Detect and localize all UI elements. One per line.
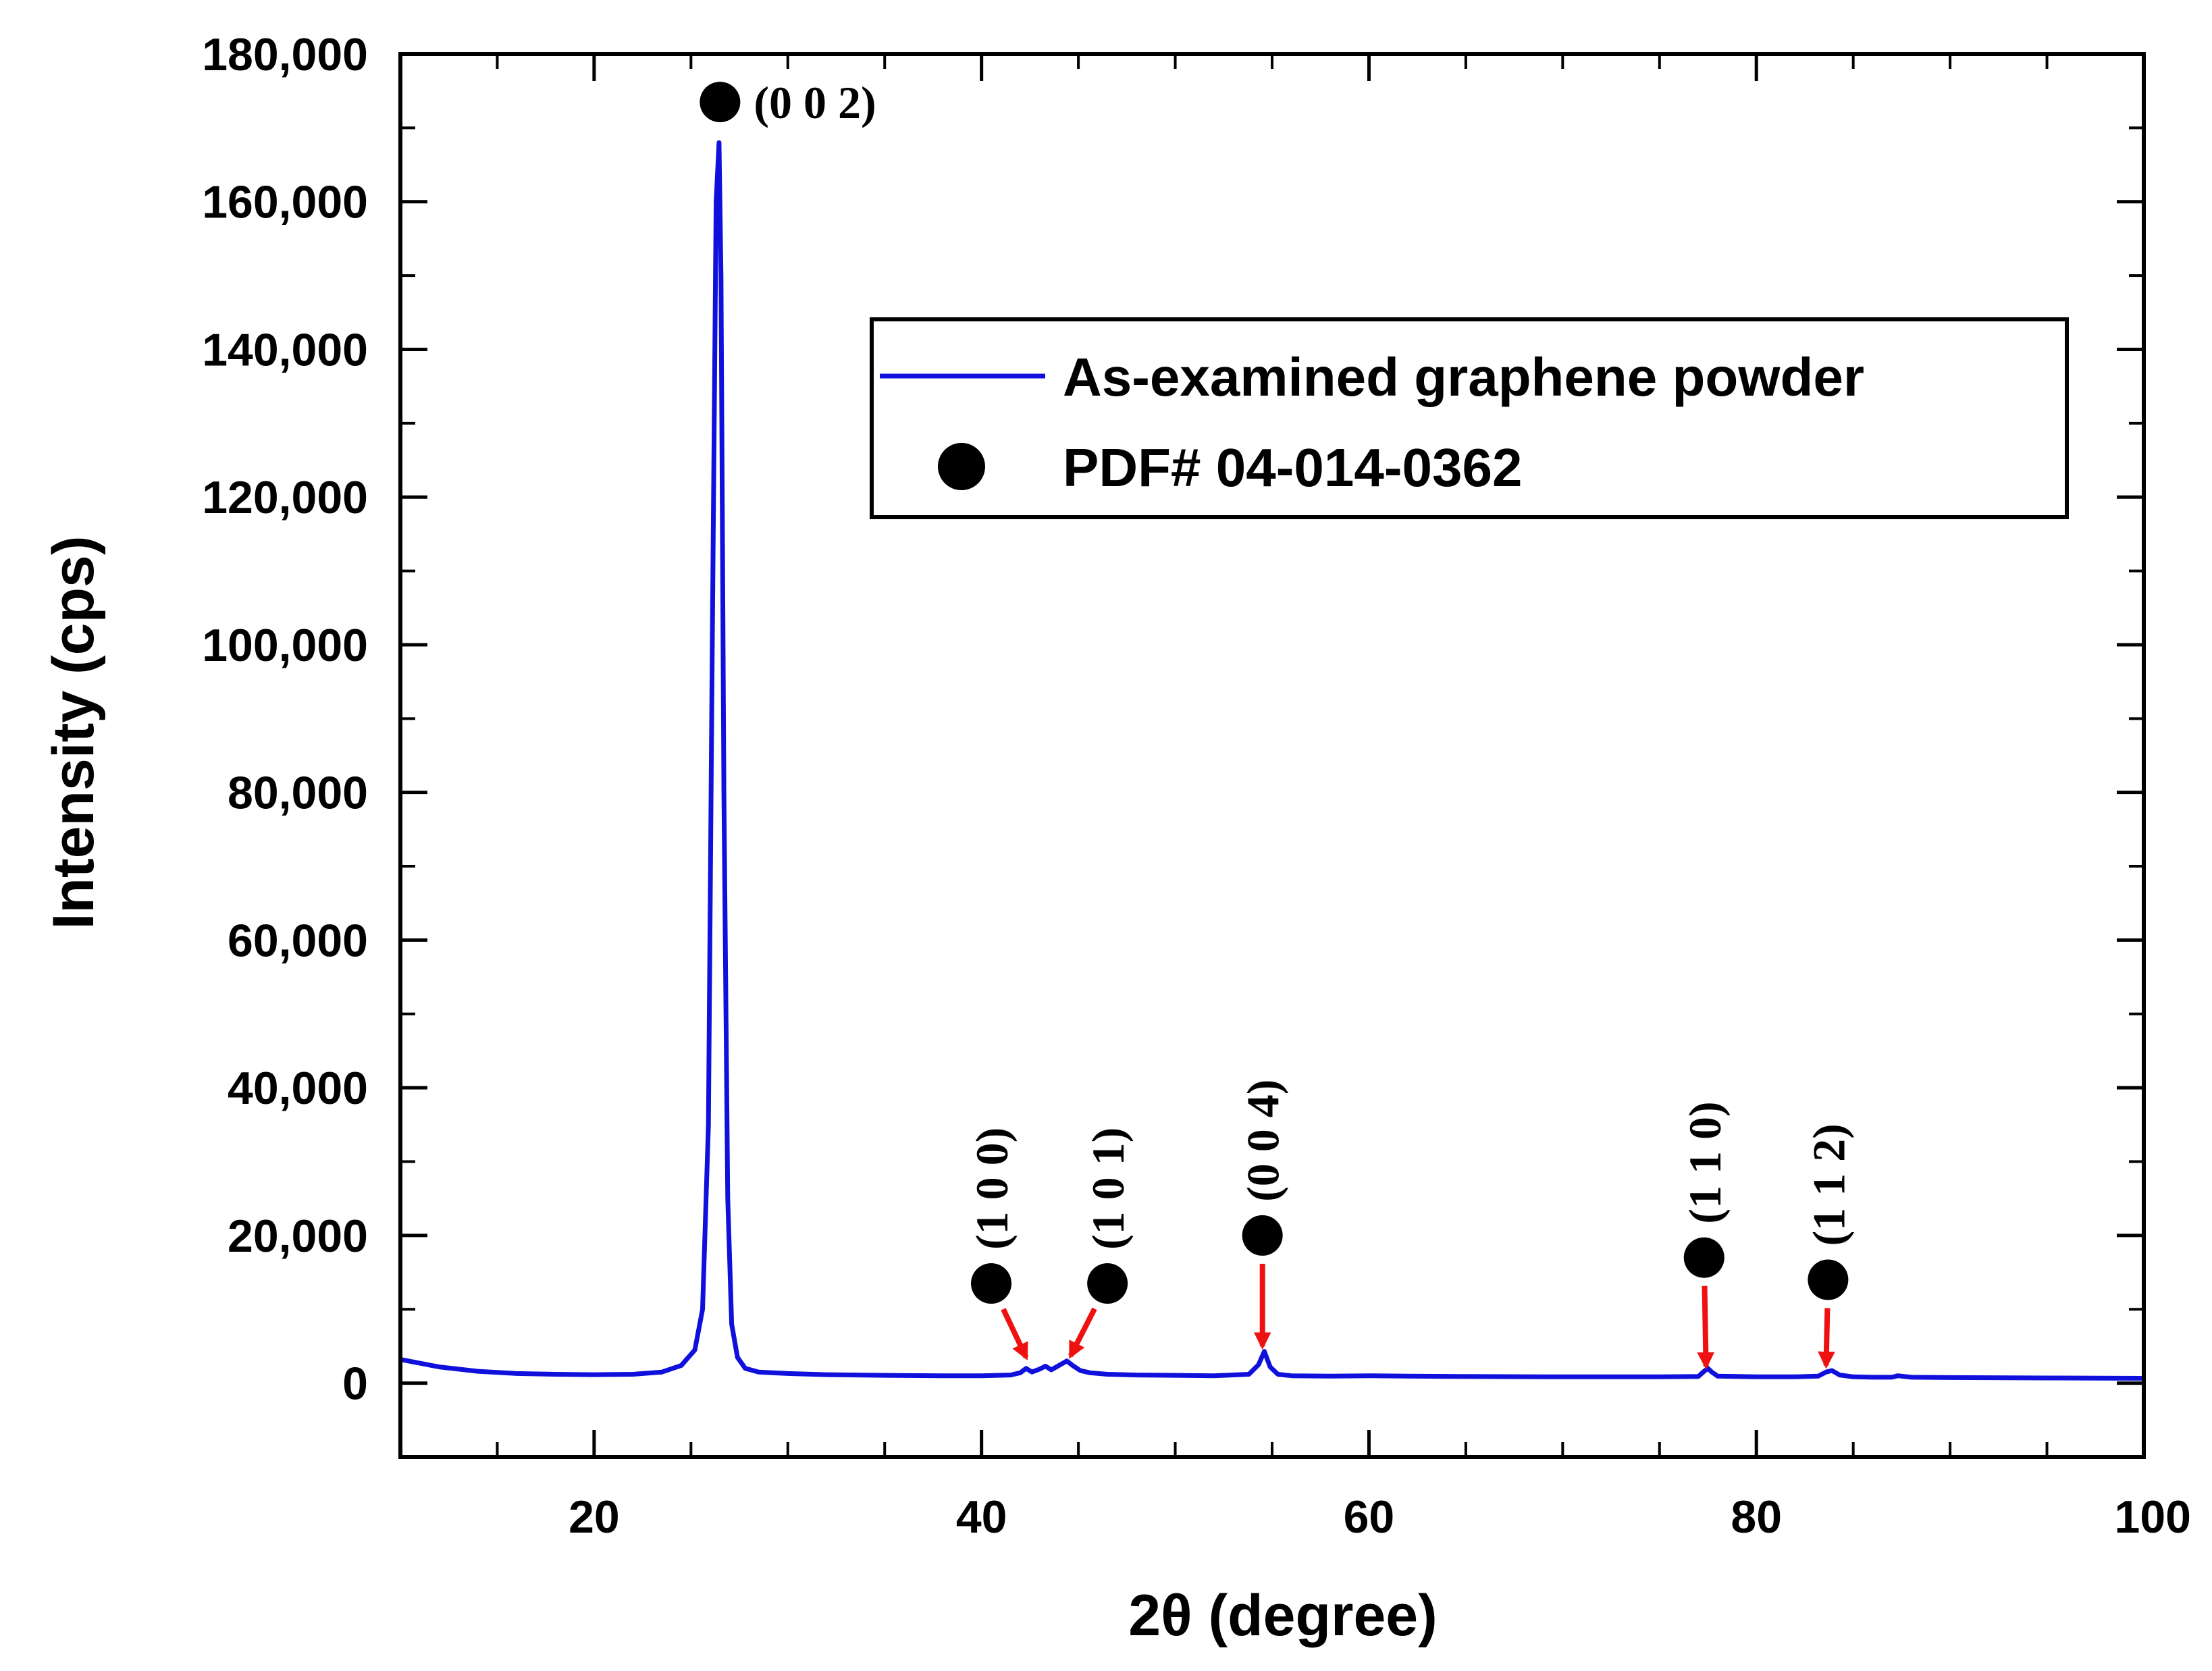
plot-frame <box>398 52 2146 1459</box>
peak-annotations: (0 0 2) (1 0 0) (1 0 1) (0 0 4) (1 1 0) (1 1 … <box>700 77 1854 1370</box>
y-tick-label: 40,000 <box>228 1063 368 1114</box>
y-axis-title: Intensity (cps) <box>41 536 106 930</box>
reference-peak-marker <box>700 82 741 123</box>
x-tick-label: 60 <box>1344 1491 1395 1543</box>
reference-peak-marker <box>1087 1263 1128 1304</box>
y-tick-label: 160,000 <box>202 177 368 228</box>
reference-peak-marker <box>1808 1259 1849 1300</box>
legend-marker-reference <box>938 443 985 490</box>
peak-arrow <box>1697 1285 1715 1370</box>
x-tick-label: 20 <box>569 1491 620 1543</box>
legend-box <box>870 317 2069 519</box>
x-tick-label: 40 <box>956 1491 1007 1543</box>
peak-arrow <box>1068 1307 1097 1359</box>
legend: As-examined graphene powder PDF# 04-014-… <box>870 317 2069 519</box>
y-tick-label: 180,000 <box>202 29 368 80</box>
peak-hkl-label: (1 1 2) <box>1803 1123 1854 1246</box>
reference-peak-marker <box>1242 1215 1283 1256</box>
peak-hkl-label: (0 0 4) <box>1238 1080 1289 1202</box>
y-tick-label: 60,000 <box>228 915 368 966</box>
x-tick-label: 100 <box>2115 1491 2191 1543</box>
x-axis-title: 2θ (degree) <box>1128 1583 1438 1648</box>
y-tick-label: 120,000 <box>202 472 368 523</box>
peak-arrow <box>1001 1308 1029 1361</box>
y-tick-label: 80,000 <box>228 768 368 819</box>
y-tick-label: 140,000 <box>202 324 368 375</box>
peak-hkl-label: (1 0 0) <box>966 1128 1018 1250</box>
y-tick-label: 100,000 <box>202 620 368 671</box>
reference-peak-marker <box>971 1263 1012 1304</box>
y-tick-labels: 0 20,000 40,000 60,000 80,000 100,000 120,000 1… <box>202 29 368 1410</box>
y-axis-ticks <box>400 52 2144 1458</box>
y-tick-label: 20,000 <box>228 1211 368 1262</box>
legend-label-reference: PDF# 04-014-0362 <box>1063 437 1522 498</box>
legend-label-series: As-examined graphene powder <box>1063 347 1864 407</box>
reference-peak-marker <box>1683 1237 1724 1278</box>
y-tick-label: 0 <box>342 1358 368 1410</box>
x-tick-labels: 20 40 60 80 100 <box>569 1491 2191 1543</box>
peak-hkl-label: (1 0 1) <box>1082 1128 1134 1250</box>
peak-hkl-label: (0 0 2) <box>754 77 876 128</box>
x-tick-label: 80 <box>1731 1491 1782 1543</box>
peak-arrow <box>1818 1308 1835 1369</box>
peak-hkl-label: (1 1 0) <box>1679 1101 1731 1223</box>
series-line-as-examined-graphene-powder <box>400 140 2144 1381</box>
